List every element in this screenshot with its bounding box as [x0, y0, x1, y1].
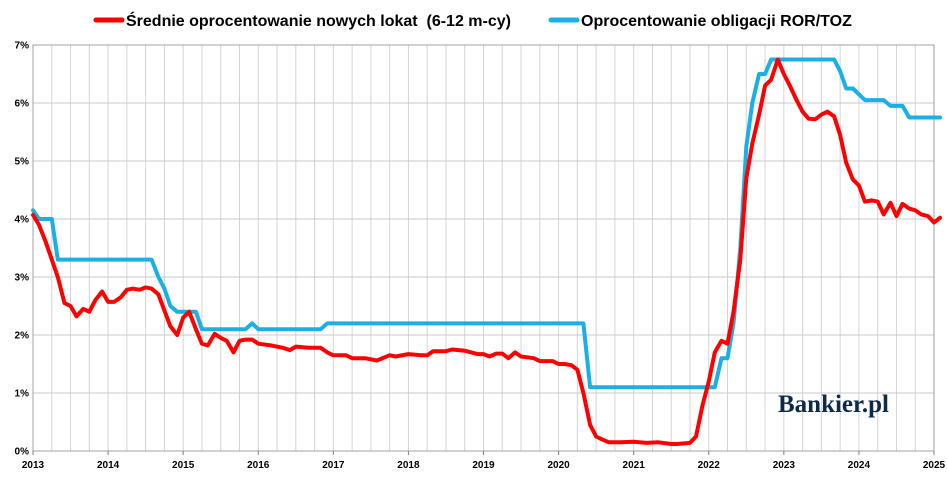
- y-tick-label: 7%: [15, 41, 30, 52]
- x-tick-label: 2014: [97, 460, 120, 471]
- y-tick-label: 2%: [15, 331, 30, 342]
- legend-label-bonds: Oprocentowanie obligacji ROR/TOZ: [581, 13, 852, 30]
- x-tick-label: 2018: [397, 460, 420, 471]
- y-tick-label: 3%: [15, 273, 30, 284]
- x-tick-label: 2024: [848, 460, 871, 471]
- series-line-bonds: [31, 57, 942, 390]
- y-tick-label: 4%: [15, 215, 30, 226]
- legend: Średnie oprocentowanie nowych lokat (6-1…: [93, 11, 852, 30]
- x-tick-label: 2020: [547, 460, 570, 471]
- legend-label-deposits: Średnie oprocentowanie nowych lokat (6-1…: [126, 11, 511, 30]
- logo-text: Bankier.pl: [778, 391, 889, 418]
- axes: 0% 1% 2% 3% 4% 5% 6% 7% 2013 2014 2015 2016 2017 2018…: [15, 41, 946, 472]
- x-tick-label: 2017: [322, 460, 345, 471]
- y-tick-label: 1%: [15, 389, 30, 400]
- x-tick-label: 2021: [623, 460, 646, 471]
- x-tick-label: 2022: [698, 460, 721, 471]
- x-tick-label: 2025: [923, 460, 946, 471]
- x-tick-label: 2013: [22, 460, 45, 471]
- series-line-deposits: [31, 57, 942, 446]
- y-tick-label: 6%: [15, 99, 30, 110]
- y-tick-label: 5%: [15, 157, 30, 168]
- x-tick-label: 2016: [247, 460, 270, 471]
- bankier-logo: Bankier.pl: [778, 391, 889, 418]
- x-tick-label: 2019: [472, 460, 495, 471]
- x-tick-label: 2015: [172, 460, 195, 471]
- x-tick-label: 2023: [773, 460, 796, 471]
- y-tick-label: 0%: [15, 447, 30, 458]
- grid: [32, 44, 935, 452]
- series-layer: [31, 57, 942, 446]
